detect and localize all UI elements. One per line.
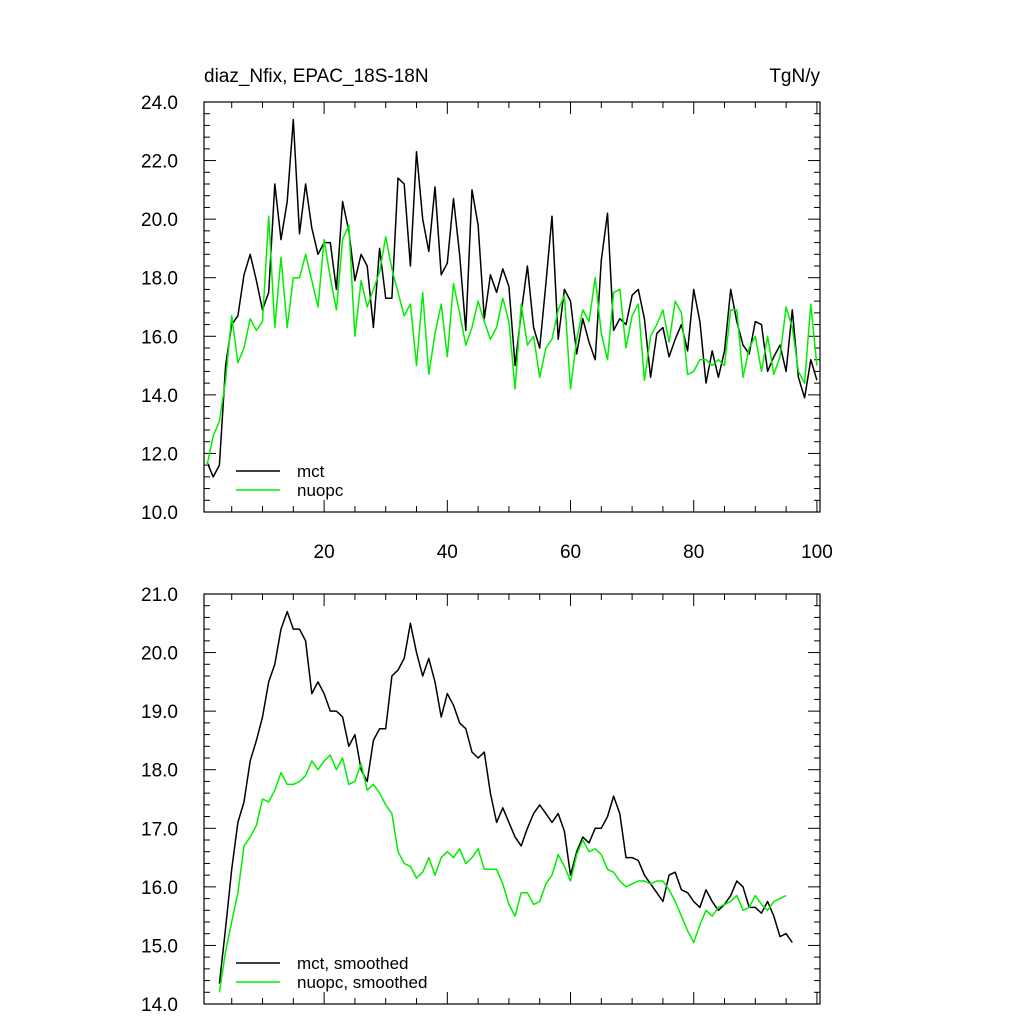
bottom-ytick-label: 19.0 (141, 702, 178, 723)
bottom-ytick-label: 21.0 (141, 585, 178, 606)
top-xtick-label: 80 (683, 542, 704, 563)
top-ytick-label: 22.0 (141, 152, 178, 173)
top-ytick-label: 20.0 (141, 210, 178, 231)
bottom-series-line-mct-smoothed (218, 610, 793, 984)
top-panel-x-tick-labels: 20 40 60 80 100 (314, 542, 833, 563)
bottom-panel-frame (203, 593, 821, 1005)
bottom-panel: 14.0 15.0 16.0 17.0 18.0 19.0 20.0 21.0 mct, sm… (141, 585, 821, 1016)
top-panel-frame (203, 101, 821, 513)
bottom-panel-y-tick-labels: 14.0 15.0 16.0 17.0 18.0 19.0 20.0 21.0 (141, 585, 178, 1016)
bottom-panel-legend: mct, smoothed nuopc, smoothed (236, 954, 427, 992)
bottom-ytick-label: 20.0 (141, 644, 178, 665)
top-series-line-nuopc (206, 215, 818, 466)
bottom-series-line-nuopc-smoothed (218, 754, 787, 993)
top-ytick-label: 18.0 (141, 269, 178, 290)
top-ytick-label: 24.0 (141, 93, 178, 114)
top-ytick-label: 16.0 (141, 327, 178, 348)
top-xtick-label: 40 (437, 542, 458, 563)
top-panel: diaz_Nfix, EPAC_18S-18N TgN/y 10.0 12.0 14… (141, 66, 833, 563)
legend-label-mct: mct (297, 462, 325, 481)
legend-label-nuopc-smoothed: nuopc, smoothed (297, 973, 427, 992)
bottom-ytick-label: 18.0 (141, 761, 178, 782)
top-panel-units: TgN/y (769, 66, 820, 87)
top-ytick-label: 10.0 (141, 503, 178, 524)
top-xtick-label: 100 (801, 542, 833, 563)
bottom-ytick-label: 17.0 (141, 819, 178, 840)
bottom-ytick-label: 15.0 (141, 936, 178, 957)
top-panel-y-tick-labels: 10.0 12.0 14.0 16.0 18.0 20.0 22.0 24.0 (141, 93, 178, 524)
bottom-panel-series (218, 610, 793, 993)
top-xtick-label: 60 (560, 542, 581, 563)
top-panel-series (206, 118, 818, 478)
top-ytick-label: 12.0 (141, 444, 178, 465)
bottom-ytick-label: 16.0 (141, 878, 178, 899)
legend-label-nuopc: nuopc (297, 481, 344, 500)
legend-label-mct-smoothed: mct, smoothed (297, 954, 409, 973)
top-panel-legend: mct nuopc (236, 462, 344, 500)
top-series-line-mct (206, 118, 818, 478)
top-ytick-label: 14.0 (141, 386, 178, 407)
top-xtick-label: 20 (314, 542, 335, 563)
top-panel-title: diaz_Nfix, EPAC_18S-18N (204, 66, 429, 87)
bottom-ytick-label: 14.0 (141, 995, 178, 1016)
